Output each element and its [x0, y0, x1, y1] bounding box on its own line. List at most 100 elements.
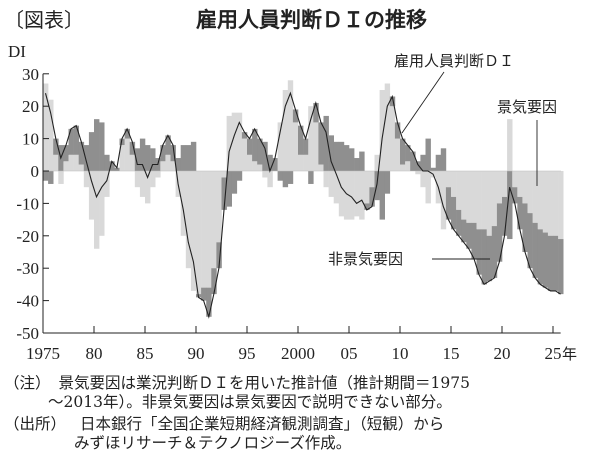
- noncyclical-bar: [78, 141, 85, 165]
- cyclical-bar: [405, 161, 411, 171]
- noncyclical-bar: [328, 135, 334, 171]
- cyclical-bar: [445, 171, 452, 188]
- noncyclical-bar: [522, 203, 528, 252]
- noncyclical-bar: [206, 287, 212, 317]
- x-tick-label: 95: [239, 344, 256, 363]
- source-block: （出所） 日本銀行「全国企業短期経済観測調査」（短観）から みずほリサーチ＆テクノ…: [4, 415, 444, 453]
- cyclical-bar: [160, 161, 166, 171]
- noncyclical-bar: [349, 148, 355, 171]
- noncyclical-bar: [476, 229, 482, 275]
- noncyclical-bar: [48, 171, 54, 184]
- source-text-cont: みずほリサーチ＆テクノロジーズ作成。: [74, 434, 352, 452]
- noncyclical-bar: [114, 167, 120, 171]
- y-axis-label: DI: [8, 42, 26, 61]
- cyclical-bar: [170, 161, 176, 171]
- annotation-cyclical: 景気要因: [497, 98, 557, 116]
- x-tick-label: 85: [137, 344, 154, 363]
- noncyclical-bar: [53, 138, 59, 155]
- cyclical-bar: [318, 164, 324, 171]
- cyclical-bar: [328, 171, 334, 197]
- noncyclical-bar: [190, 141, 197, 171]
- note-text: 景気要因は業況判断ＤＩを用いた推計値（推計期間＝1975: [58, 374, 470, 392]
- y-tick-label: 30: [22, 65, 39, 84]
- noncyclical-bar: [456, 209, 462, 236]
- noncyclical-bar: [272, 158, 278, 171]
- noncyclical-bar: [425, 138, 431, 171]
- cyclical-bar: [48, 99, 54, 171]
- noncyclical-bar: [124, 128, 130, 139]
- cyclical-bar: [104, 171, 110, 197]
- noncyclical-bar: [496, 203, 503, 262]
- annotation-noncyclical: 非景気要因: [328, 250, 403, 268]
- x-tick-label: 90: [188, 344, 205, 363]
- noncyclical-bar: [400, 138, 406, 165]
- cyclical-bar: [333, 171, 340, 204]
- noncyclical-bar: [257, 138, 263, 165]
- chart-title: 雇用人員判断ＤＩの推移: [196, 8, 427, 32]
- cyclical-bar: [517, 171, 523, 197]
- cyclical-bar: [94, 171, 100, 249]
- noncyclical-bar: [507, 171, 513, 240]
- x-tick-label: 15: [443, 344, 460, 363]
- cyclical-bar: [349, 171, 355, 220]
- cyclical-bar: [221, 171, 227, 178]
- noncyclical-bar: [292, 109, 299, 123]
- noncyclical-bar: [282, 171, 289, 188]
- cyclical-bar: [425, 171, 431, 204]
- noncyclical-bar: [94, 119, 100, 171]
- cyclical-bar: [185, 171, 192, 269]
- cyclical-bar: [522, 171, 528, 204]
- noncyclical-bar: [308, 171, 314, 184]
- noncyclical-bar: [43, 171, 49, 181]
- cyclical-bar: [313, 122, 319, 171]
- cyclical-bar: [241, 138, 248, 171]
- noncyclical-bar: [343, 145, 350, 171]
- noncyclical-bar: [389, 96, 396, 107]
- cyclical-bar: [476, 171, 482, 230]
- cyclical-bar: [134, 171, 141, 188]
- note-label: （注）: [4, 374, 51, 392]
- cyclical-bar: [196, 171, 202, 295]
- noncyclical-bar: [119, 138, 125, 146]
- noncyclical-bar: [160, 145, 166, 162]
- cyclical-bar: [384, 83, 391, 171]
- y-tick-label: -50: [16, 324, 39, 343]
- noncyclical-bar: [252, 128, 258, 162]
- cyclical-bar: [150, 171, 156, 188]
- cyclical-bar: [379, 90, 385, 171]
- noncyclical-bar: [175, 158, 181, 171]
- cyclical-bar: [420, 171, 426, 188]
- cyclical-bar: [303, 154, 309, 171]
- x-tick-label: 20: [494, 344, 511, 363]
- noncyclical-bar: [241, 132, 248, 139]
- cyclical-bar: [507, 119, 513, 171]
- noncyclical-bar: [298, 125, 304, 155]
- cyclical-bar: [155, 171, 161, 178]
- noncyclical-bar: [338, 141, 345, 171]
- noncyclical-bar: [145, 145, 151, 171]
- cyclical-bar: [247, 154, 253, 171]
- cyclical-bar: [394, 138, 401, 171]
- cyclical-bar: [282, 90, 289, 171]
- cyclical-bar: [374, 154, 380, 171]
- cyclical-bar: [211, 171, 217, 269]
- annotation-di-leader: [401, 71, 445, 134]
- noncyclical-bar: [247, 138, 253, 155]
- noncyclical-bar: [83, 145, 90, 171]
- note-block: （注） 景気要因は業況判断ＤＩを用いた推計値（推計期間＝1975 ～2013年）。…: [4, 374, 470, 412]
- cyclical-bar: [206, 171, 212, 288]
- noncyclical-bar: [226, 171, 232, 207]
- figure-label: 〔図表〕: [4, 8, 84, 32]
- y-tick-label: -20: [16, 227, 39, 246]
- noncyclical-bar: [354, 158, 360, 171]
- noncyclical-bar: [394, 122, 401, 139]
- noncyclical-bar: [435, 154, 442, 171]
- noncyclical-bar: [139, 138, 146, 171]
- y-tick-label: -30: [16, 259, 39, 278]
- noncyclical-bar: [553, 235, 559, 291]
- noncyclical-bar: [410, 151, 416, 171]
- cyclical-bar: [558, 171, 564, 240]
- noncyclical-bar: [445, 187, 452, 220]
- x-tick-label: 05: [341, 344, 358, 363]
